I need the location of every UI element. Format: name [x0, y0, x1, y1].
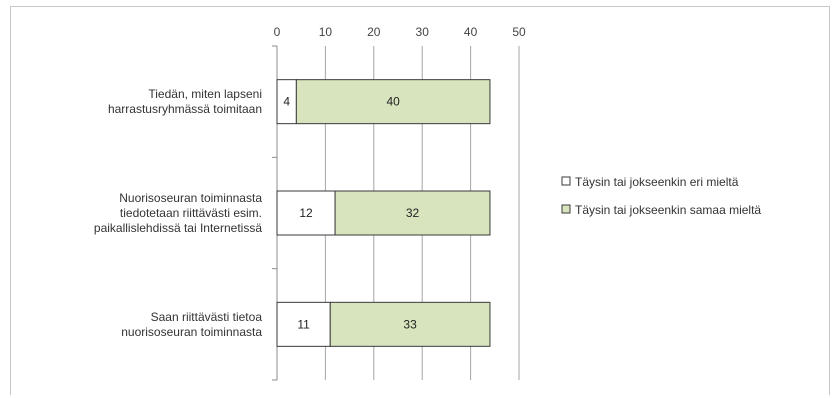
data-label-agree-0: 40 — [386, 95, 400, 109]
legend-label-1: Täysin tai jokseenkin samaa mieltä — [575, 203, 761, 217]
category-label-line: Tiedän, miten lapseni — [148, 87, 262, 101]
category-label-line: paikallislehdissä tai Internetissä — [94, 221, 262, 235]
chart-frame — [10, 6, 830, 395]
category-label-line: harrastusryhmässä toimitaan — [108, 102, 262, 116]
category-label-2: Saan riittävästi tietoa nuorisoseuran toi… — [121, 310, 262, 339]
legend-swatch-0 — [561, 176, 571, 186]
x-tick-label-50: 50 — [512, 25, 526, 39]
x-tick-label-30: 30 — [416, 25, 430, 39]
legend-swatch-1 — [561, 204, 571, 214]
category-label-line: Nuorisoseuran toiminnasta — [119, 191, 262, 205]
data-label-agree-2: 33 — [403, 317, 417, 331]
data-label-disagree-2: 11 — [297, 317, 310, 331]
category-label-0: Tiedän, miten lapseni harrastusryhmässä t… — [108, 87, 262, 116]
category-label-1: Nuorisoseuran toiminnasta tiedotetaan rii… — [94, 191, 262, 235]
legend-label-0: Täysin tai jokseenkin eri mieltä — [575, 175, 739, 189]
data-label-agree-1: 32 — [406, 206, 420, 220]
x-tick-label-0: 0 — [274, 25, 281, 39]
x-tick-label-20: 20 — [367, 25, 381, 39]
data-label-disagree-1: 12 — [299, 206, 313, 220]
bar-agree-2 — [329, 301, 491, 347]
category-label-line: Saan riittävästi tietoa — [151, 310, 263, 324]
category-label-line: tiedotetaan riittävästi esim. — [120, 206, 262, 220]
data-label-disagree-0: 4 — [283, 95, 290, 109]
bar-agree-0 — [295, 79, 491, 125]
x-tick-label-10: 10 — [319, 25, 333, 39]
bar-agree-1 — [334, 190, 491, 236]
x-tick-label-40: 40 — [464, 25, 478, 39]
category-label-line: nuorisoseuran toiminnasta — [121, 325, 262, 339]
